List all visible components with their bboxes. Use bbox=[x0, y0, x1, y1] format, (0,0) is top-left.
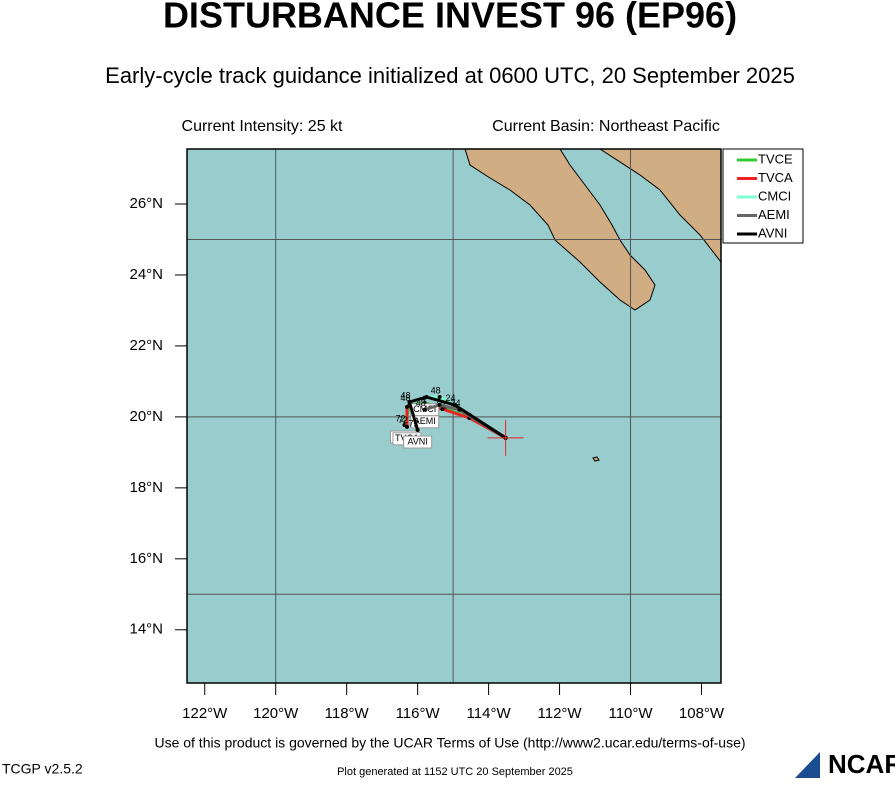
subtitle: Early-cycle track guidance initialized a… bbox=[105, 63, 795, 88]
plot: 244872TVCE72TVCA48CMCI2448AEMI244872AVNI bbox=[187, 149, 721, 683]
track-point bbox=[415, 428, 420, 433]
basin: Current Basin: Northeast Pacific bbox=[492, 118, 720, 135]
legend-label: AEMI bbox=[758, 207, 790, 222]
track-point bbox=[424, 395, 429, 400]
track-point bbox=[437, 402, 442, 407]
x-tick-label: 114°W bbox=[467, 705, 512, 722]
x-tick-label: 118°W bbox=[325, 705, 370, 722]
y-tick-label: 16°N bbox=[129, 550, 163, 567]
track-point bbox=[404, 404, 409, 409]
hour-label: 24 bbox=[446, 393, 456, 403]
x-tick-label: 108°W bbox=[679, 705, 725, 722]
hour-label: 48 bbox=[431, 385, 441, 395]
generated: Plot generated at 1152 UTC 20 September … bbox=[337, 766, 573, 778]
plot-frame bbox=[186, 148, 722, 684]
y-tick-label: 26°N bbox=[129, 195, 163, 212]
y-tick-label: 24°N bbox=[129, 266, 163, 283]
title: DISTURBANCE INVEST 96 (EP96) bbox=[163, 0, 737, 36]
model-label: AVNI bbox=[407, 436, 427, 446]
hour-label: 48 bbox=[400, 393, 410, 403]
ocean bbox=[187, 149, 721, 683]
y-tick-label: 14°N bbox=[129, 621, 163, 638]
x-tick-label: 122°W bbox=[182, 705, 228, 722]
x-tick-label: 120°W bbox=[253, 705, 299, 722]
x-tick-label: 116°W bbox=[396, 705, 441, 722]
logo-mark bbox=[795, 752, 820, 778]
track-point bbox=[404, 424, 409, 429]
x-tick-label: 110°W bbox=[608, 705, 653, 722]
track-point bbox=[452, 402, 457, 407]
hour-label: 72 bbox=[409, 418, 419, 428]
y-tick-label: 20°N bbox=[129, 408, 163, 425]
y-tick-label: 22°N bbox=[129, 337, 163, 354]
legend-label: AVNI bbox=[758, 225, 787, 240]
intensity: Current Intensity: 25 kt bbox=[182, 118, 344, 135]
track-point bbox=[422, 407, 427, 412]
hour-label: 72 bbox=[395, 413, 405, 423]
model-label-box bbox=[403, 435, 433, 449]
hour-label: 48 bbox=[416, 398, 426, 408]
terms: Use of this product is governed by the U… bbox=[154, 735, 745, 751]
hour-label: 48 bbox=[400, 390, 410, 400]
legend bbox=[722, 148, 804, 244]
model-label-box bbox=[410, 415, 440, 429]
legend-label: TVCE bbox=[758, 151, 793, 166]
hour-label: 72 bbox=[398, 415, 408, 425]
track-point bbox=[437, 395, 442, 400]
version: TCGP v2.5.2 bbox=[2, 761, 83, 777]
logo: NCAR bbox=[828, 749, 895, 779]
legend-label: CMCI bbox=[758, 188, 791, 203]
x-tick-label: 112°W bbox=[538, 705, 583, 722]
legend-label: TVCA bbox=[758, 170, 793, 185]
y-tick-label: 18°N bbox=[129, 479, 163, 496]
track-point bbox=[407, 399, 412, 404]
track-point bbox=[440, 407, 445, 412]
model-label: AEMI bbox=[414, 416, 436, 426]
